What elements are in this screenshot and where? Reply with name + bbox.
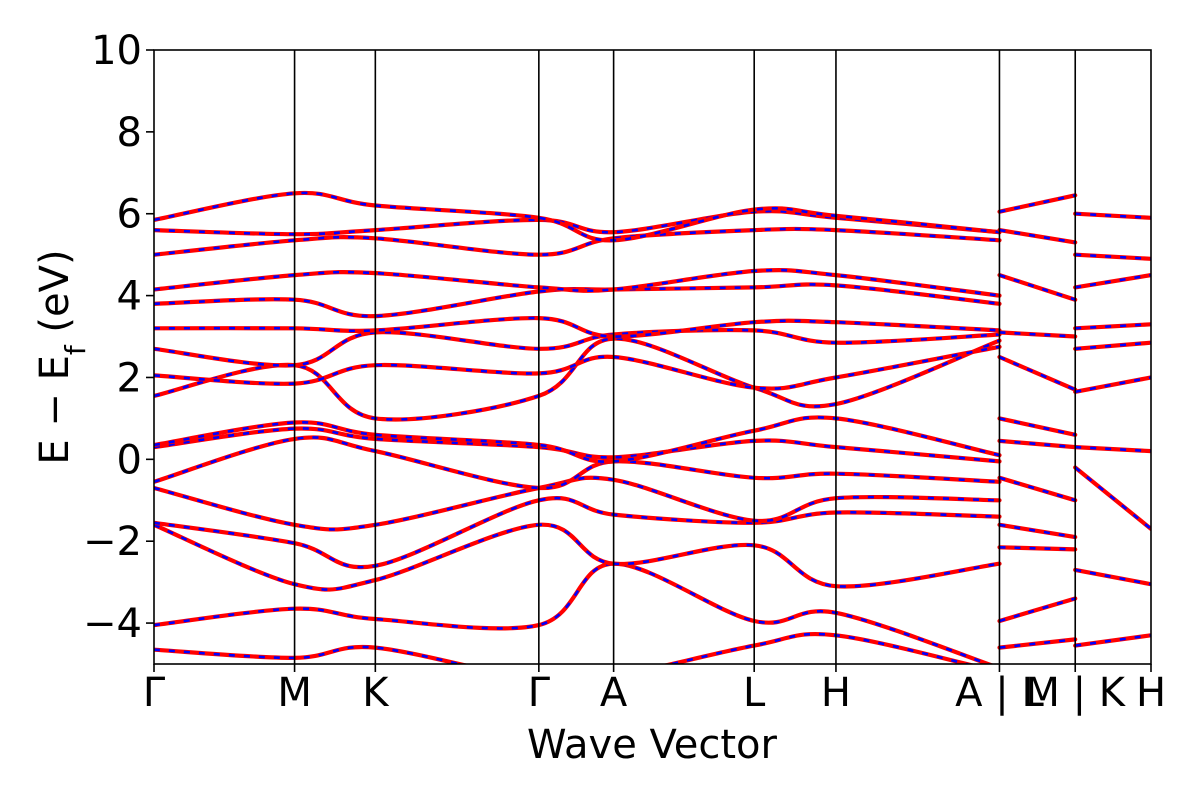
band-line-overlay-22 [999,439,1076,449]
x-tick-label: M [277,670,312,716]
band-line-overlay-15 [154,209,1000,236]
band-line-18 [997,596,1078,624]
band-line-overlay-33 [1074,376,1151,394]
x-axis-title: Wave Vector [527,722,778,768]
band-line-overlay-25 [999,331,1076,338]
band-line-24 [997,354,1078,392]
band-line-overlay-4 [154,476,1000,531]
band-line-26 [997,273,1078,302]
y-tick-label: 2 [117,355,142,401]
band-line-overlay-27 [999,228,1076,244]
band-line-overlay-20 [999,523,1076,539]
x-tick-label: Γ [143,670,166,716]
y-axis-title-main: E − E [32,355,78,465]
x-tick-label: K [362,670,390,716]
y-axis-title-unit: (eV) [32,249,78,345]
plot-frame [153,49,1152,665]
y-tick-label: −4 [83,601,142,647]
band-line-overlay-3 [154,496,1000,569]
y-axis-title: E − Ef (eV) [32,249,92,464]
band-line-overlay-11 [154,316,1000,338]
band-line-overlay-23 [999,417,1076,437]
band-line-overlay-28 [999,194,1076,213]
band-line-overlay-38 [1075,212,1151,220]
x-tick-label: Γ [528,670,551,716]
band-line-overlay-36 [1074,273,1151,289]
y-tick-label: 6 [117,192,142,238]
band-line-overlay-18 [999,597,1076,623]
bands-layer [154,190,1151,664]
band-line-overlay-32 [1075,445,1151,453]
band-line-13 [154,267,1002,298]
y-tick-label: 0 [117,437,142,483]
band-line-21 [997,475,1078,503]
band-line-overlay-13 [154,268,1000,297]
band-line-overlay-19 [999,546,1076,551]
y-tick-label: 10 [91,28,142,74]
x-tick-label: H [821,670,851,716]
kpoint-lines [293,50,1077,664]
band-line-3 [154,496,1002,570]
x-tick-label: L [743,670,766,716]
band-line-overlay-2 [154,523,1000,591]
band-line-8 [154,336,1002,422]
y-axis-title-sub: f [59,344,92,355]
band-line-overlay-30 [1074,568,1151,586]
x-tick-label: A | L [955,670,1044,716]
band-line-10 [154,327,1002,368]
x-tick-label: A [600,670,628,716]
band-line-overlay-21 [999,476,1076,502]
y-axis-ticks: −4 −2 0 2 4 6 8 10 [83,28,154,647]
band-line-overlay-10 [154,328,1000,367]
band-line-overlay-29 [1075,634,1151,647]
band-line-overlay-17 [999,638,1076,649]
x-tick-label: M | K [1025,670,1126,716]
band-line-overlay-8 [154,337,1000,421]
band-line-overlay-37 [1075,253,1151,261]
band-line-overlay-34 [1075,341,1151,351]
band-line-9 [154,344,1002,391]
x-tick-label: H [1136,670,1166,716]
y-tick-label: 4 [117,274,142,320]
band-line-overlay-5 [154,436,1000,490]
band-line-overlay-35 [1075,323,1151,330]
y-tick-label: −2 [83,519,142,565]
band-line-overlay-31 [1074,466,1151,530]
y-tick-label: 8 [117,110,142,156]
